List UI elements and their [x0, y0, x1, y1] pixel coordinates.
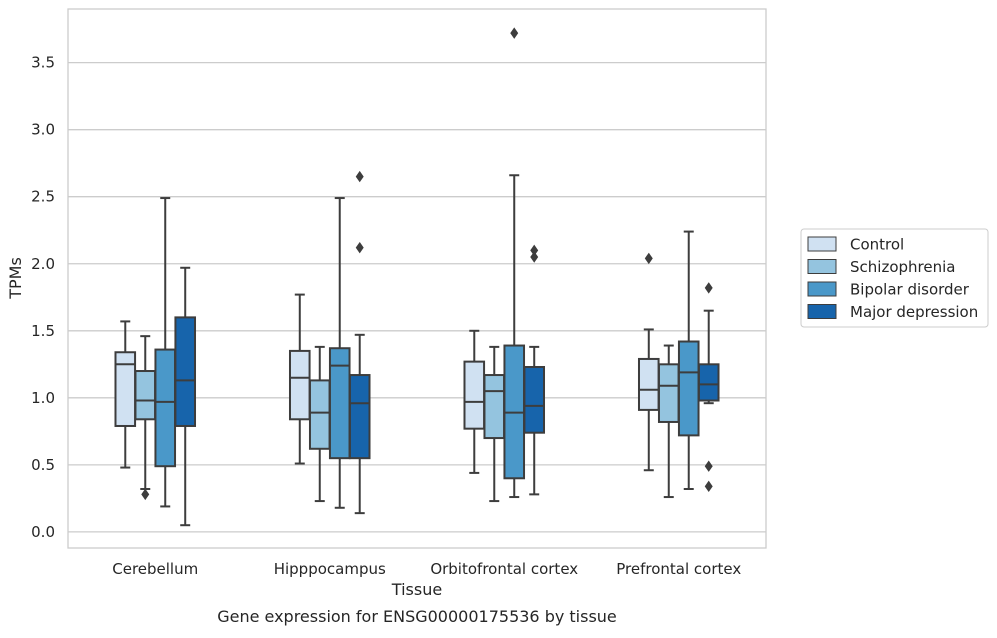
legend-frame — [800, 228, 989, 328]
iqr-box — [677, 340, 700, 437]
box-bipolar-disorder — [503, 27, 526, 499]
outlier-point — [704, 282, 713, 294]
legend-label: Control — [850, 236, 904, 254]
iqr-box — [114, 351, 137, 427]
y-tick-label: 3.5 — [31, 54, 55, 72]
outlier-point — [141, 488, 150, 501]
iqr-box — [154, 348, 177, 468]
y-tick-label: 1.0 — [31, 389, 55, 407]
box-schizophrenia — [657, 344, 680, 499]
y-tick-label: 0.0 — [31, 523, 55, 541]
legend-entry: Bipolar disorder — [807, 281, 970, 299]
iqr-box — [348, 374, 371, 460]
y-tick-label: 0.5 — [31, 456, 55, 474]
legend-entry: Major depression — [807, 303, 978, 321]
iqr-box — [657, 363, 680, 423]
box-control — [637, 252, 660, 472]
y-axis-label: TPMs — [6, 257, 25, 300]
iqr-box — [637, 357, 660, 411]
legend: Control Schizophrenia Bipolar disorder Majo… — [800, 228, 989, 328]
legend-swatch — [807, 304, 837, 319]
iqr-box — [523, 365, 546, 434]
box-major-depression — [697, 282, 720, 493]
y-tick-label: 2.5 — [31, 188, 55, 206]
legend-swatch — [807, 236, 837, 252]
iqr-box — [463, 360, 486, 430]
box-major-depression — [174, 266, 197, 527]
outlier-point — [530, 251, 539, 263]
box-schizophrenia — [134, 335, 157, 501]
chart-caption: Gene expression for ENSG00000175536 by t… — [217, 607, 617, 626]
outlier-point — [355, 241, 364, 254]
iqr-box — [483, 374, 506, 440]
y-tick-label: 3.0 — [31, 121, 55, 139]
box-bipolar-disorder — [328, 197, 351, 509]
y-tick-label: 2.0 — [31, 255, 55, 273]
legend-entry: Control — [807, 236, 904, 254]
box-major-depression — [523, 244, 546, 496]
x-tick-label: Orbitofrontal cortex — [430, 560, 578, 578]
iqr-box — [134, 370, 157, 421]
legend-label: Schizophrenia — [850, 258, 955, 276]
x-axis-label: Tissue — [391, 580, 442, 599]
box-control — [114, 320, 137, 469]
outlier-point — [530, 244, 539, 257]
box-bipolar-disorder — [154, 197, 177, 508]
legend-entry: Schizophrenia — [807, 258, 955, 276]
iqr-box — [697, 363, 720, 402]
outlier-point — [704, 460, 713, 472]
legend-items: Control Schizophrenia Bipolar disorder Majo… — [807, 236, 978, 321]
y-tick-label: 1.5 — [31, 322, 55, 340]
outlier-point — [355, 170, 364, 183]
box-schizophrenia — [308, 345, 331, 503]
legend-label: Major depression — [850, 303, 978, 321]
plot-frame — [67, 8, 767, 549]
box-bipolar-disorder — [677, 230, 700, 491]
legend-label: Bipolar disorder — [850, 281, 970, 299]
iqr-box — [308, 379, 331, 450]
legend-swatch — [807, 281, 837, 297]
box-major-depression — [348, 170, 371, 515]
legend-swatch — [807, 259, 837, 274]
box-layer — [114, 27, 720, 527]
x-tick-label: Prefrontal cortex — [616, 560, 741, 578]
outlier-point — [644, 252, 653, 265]
tick-layer: 0.0 0.5 1.0 1.5 2.0 2.5 3.0 3.5 Cerebellum Hipppo… — [31, 54, 741, 578]
box-schizophrenia — [483, 345, 506, 503]
x-tick-label: Cerebellum — [112, 560, 198, 578]
iqr-box — [174, 316, 197, 427]
box-control — [288, 293, 311, 465]
outlier-point — [704, 480, 713, 493]
iqr-box — [288, 349, 311, 421]
box-control — [463, 329, 486, 474]
outlier-point — [510, 27, 519, 39]
x-tick-label: Hipppocampus — [274, 560, 386, 578]
